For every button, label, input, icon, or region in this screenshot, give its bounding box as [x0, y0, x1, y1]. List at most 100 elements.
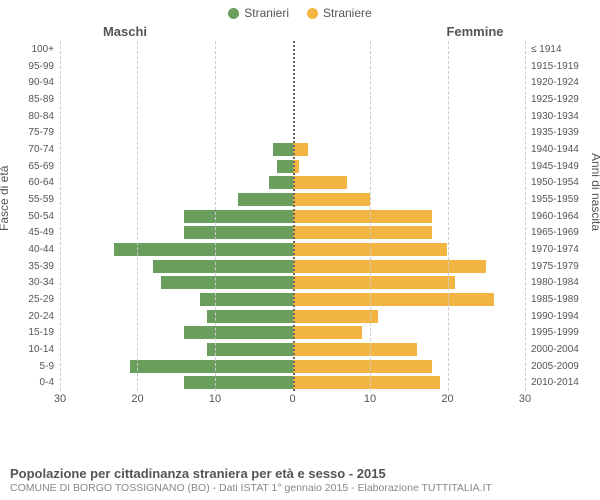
birth-year-label: 1995-1999: [525, 327, 579, 338]
bar-male: [114, 243, 292, 256]
bar-male: [184, 326, 293, 339]
bar-male: [207, 343, 292, 356]
age-label: 60-64: [28, 177, 60, 188]
age-label: 90-94: [28, 77, 60, 88]
bar-male: [273, 143, 292, 156]
birth-year-label: 1915-1919: [525, 61, 579, 72]
chart-subtitle: COMUNE DI BORGO TOSSIGNANO (BO) - Dati I…: [10, 482, 590, 494]
gridline: [137, 41, 138, 391]
birth-year-label: 1960-1964: [525, 211, 579, 222]
age-label: 55-59: [28, 194, 60, 205]
gridline: [60, 41, 61, 391]
bar-male: [130, 360, 293, 373]
birth-year-label: 1985-1989: [525, 294, 579, 305]
birth-year-label: 1935-1939: [525, 127, 579, 138]
bar-male: [277, 160, 293, 173]
bar-male: [184, 226, 293, 239]
age-label: 15-19: [28, 327, 60, 338]
age-label: 75-79: [28, 127, 60, 138]
bar-male: [200, 293, 293, 306]
birth-year-label: 1980-1984: [525, 277, 579, 288]
chart-title: Popolazione per cittadinanza straniera p…: [10, 466, 590, 481]
age-label: 45-49: [28, 227, 60, 238]
birth-year-label: 1965-1969: [525, 227, 579, 238]
bar-male: [207, 310, 292, 323]
birth-year-label: 1930-1934: [525, 111, 579, 122]
plot-area: 100+≤ 191495-991915-191990-941920-192485…: [60, 41, 525, 391]
chart-footer: Popolazione per cittadinanza straniera p…: [10, 466, 590, 494]
x-axis: 3020100102030: [60, 393, 525, 411]
bar-female: [293, 176, 347, 189]
x-tick-label: 20: [131, 393, 143, 405]
bar-female: [293, 310, 378, 323]
legend-swatch-female: [307, 8, 318, 19]
birth-year-label: 1975-1979: [525, 261, 579, 272]
age-label: 80-84: [28, 111, 60, 122]
birth-year-label: 1990-1994: [525, 311, 579, 322]
bar-male: [269, 176, 292, 189]
legend-swatch-male: [228, 8, 239, 19]
legend-label-female: Straniere: [323, 6, 372, 20]
birth-year-label: 2005-2009: [525, 361, 579, 372]
age-label: 40-44: [28, 244, 60, 255]
age-label: 85-89: [28, 94, 60, 105]
bar-female: [293, 360, 433, 373]
legend: Stranieri Straniere: [0, 0, 600, 20]
bar-male: [161, 276, 293, 289]
population-pyramid-chart: Fasce di età Anni di nascita 100+≤ 19149…: [0, 41, 600, 421]
legend-label-male: Stranieri: [244, 6, 289, 20]
x-tick-label: 30: [519, 393, 531, 405]
bar-female: [293, 210, 433, 223]
birth-year-label: 2010-2014: [525, 377, 579, 388]
x-tick-label: 10: [364, 393, 376, 405]
column-title-male: Maschi: [0, 24, 300, 39]
birth-year-label: 2000-2004: [525, 344, 579, 355]
age-label: 35-39: [28, 261, 60, 272]
bar-male: [184, 376, 293, 389]
column-title-female: Femmine: [300, 24, 600, 39]
age-label: 100+: [31, 44, 60, 55]
gridline: [448, 41, 449, 391]
birth-year-label: 1970-1974: [525, 244, 579, 255]
age-label: 0-4: [40, 377, 60, 388]
birth-year-label: 1945-1949: [525, 161, 579, 172]
birth-year-label: 1940-1944: [525, 144, 579, 155]
bar-female: [293, 326, 363, 339]
y-axis-label-right: Anni di nascita: [589, 153, 600, 231]
birth-year-label: ≤ 1914: [525, 44, 562, 55]
legend-item-female: Straniere: [307, 6, 372, 20]
bar-male: [238, 193, 292, 206]
age-label: 25-29: [28, 294, 60, 305]
bar-male: [153, 260, 293, 273]
birth-year-label: 1955-1959: [525, 194, 579, 205]
age-label: 10-14: [28, 344, 60, 355]
bar-female: [293, 260, 487, 273]
birth-year-label: 1950-1954: [525, 177, 579, 188]
age-label: 50-54: [28, 211, 60, 222]
age-label: 30-34: [28, 277, 60, 288]
x-tick-label: 30: [54, 393, 66, 405]
birth-year-label: 1920-1924: [525, 77, 579, 88]
age-label: 95-99: [28, 61, 60, 72]
bar-female: [293, 143, 309, 156]
y-axis-label-left: Fasce di età: [0, 166, 11, 231]
bar-male: [184, 210, 293, 223]
bar-female: [293, 193, 370, 206]
age-label: 65-69: [28, 161, 60, 172]
gridline: [370, 41, 371, 391]
age-label: 70-74: [28, 144, 60, 155]
birth-year-label: 1925-1929: [525, 94, 579, 105]
bar-female: [293, 293, 495, 306]
bar-female: [293, 276, 456, 289]
x-tick-label: 20: [441, 393, 453, 405]
age-label: 5-9: [40, 361, 60, 372]
gridline: [525, 41, 526, 391]
x-tick-label: 0: [289, 393, 295, 405]
gridline: [215, 41, 216, 391]
column-titles: Maschi Femmine: [0, 24, 600, 39]
bar-female: [293, 226, 433, 239]
legend-item-male: Stranieri: [228, 6, 289, 20]
bar-female: [293, 343, 417, 356]
bar-female: [293, 376, 440, 389]
age-label: 20-24: [28, 311, 60, 322]
